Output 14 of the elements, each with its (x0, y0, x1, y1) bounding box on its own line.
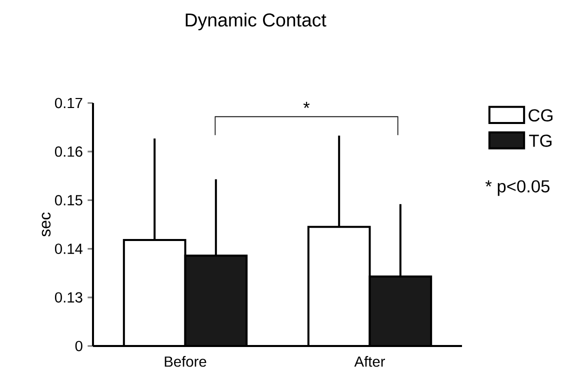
y-tick-label: 0.13 (54, 292, 82, 303)
y-tick-label: 0.15 (54, 195, 82, 206)
y-axis-title: sec (42, 212, 51, 237)
legend-label: TG (529, 134, 552, 147)
y-tick-label: 0.16 (54, 146, 82, 157)
y-tick-label: 0.17 (54, 98, 82, 108)
x-tick-label: Before (164, 356, 206, 367)
x-tick-label: After (354, 356, 386, 367)
legend-label: CG (528, 109, 552, 122)
text: * p<0.05 (485, 180, 550, 196)
chart-title: Dynamic Contact (186, 12, 326, 30)
y-tick-label: 0 (75, 340, 82, 352)
y-tick-label: 0.14 (54, 244, 83, 254)
annotation: * (303, 102, 310, 108)
